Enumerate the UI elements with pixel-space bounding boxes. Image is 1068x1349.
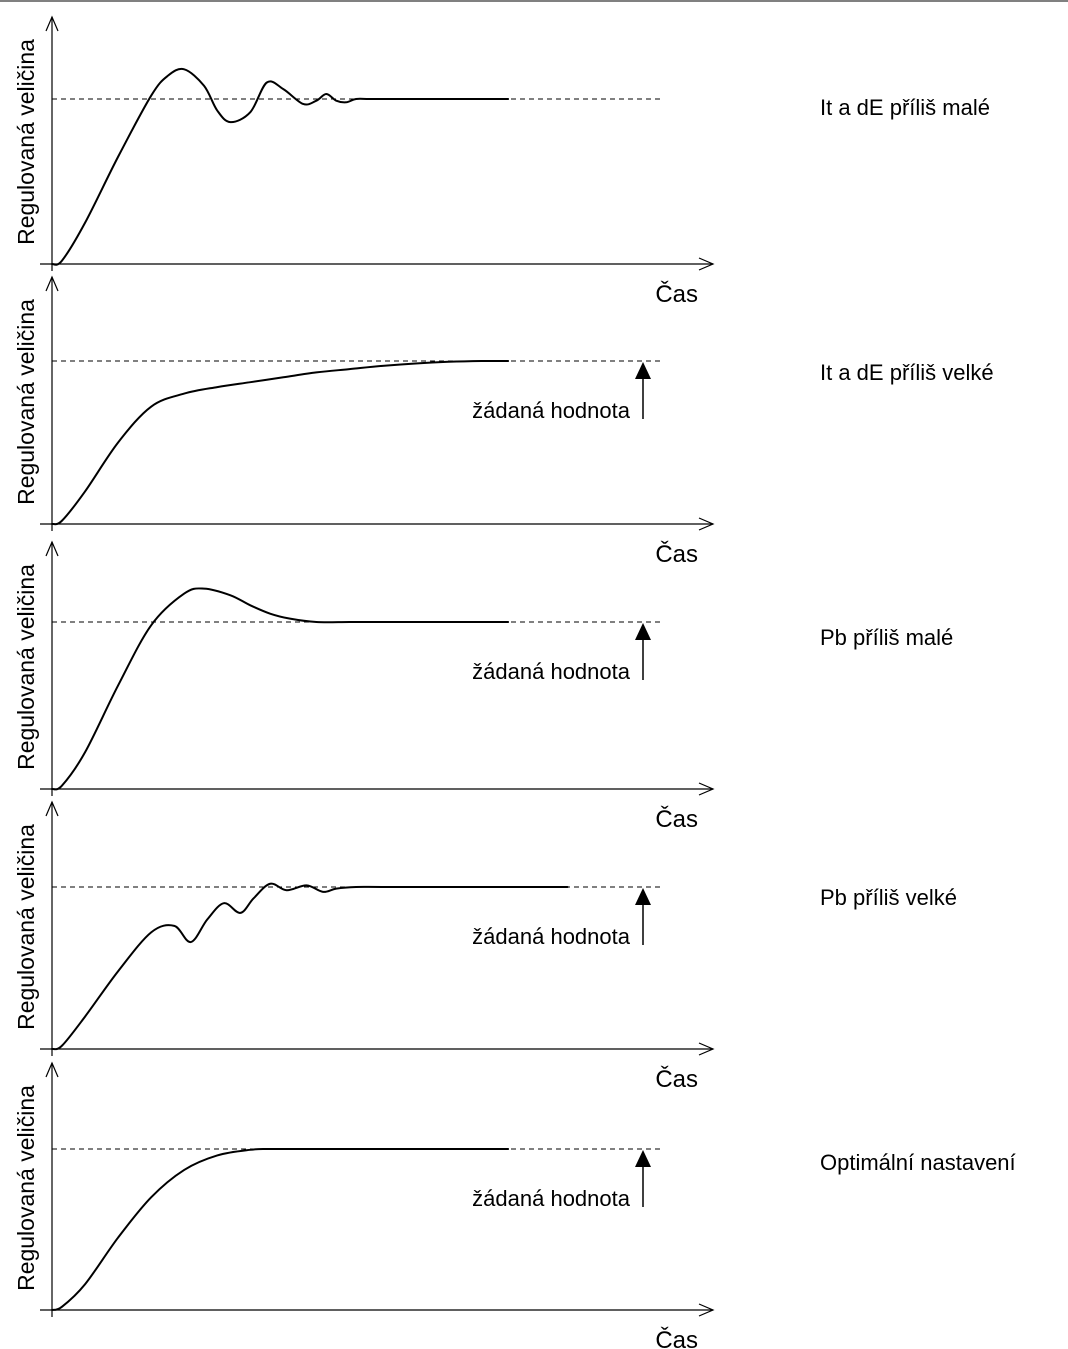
y-axis-arrowhead [45,15,59,32]
x-axis-label: Čas [655,805,698,833]
chart-panel-3: Čas Regulovaná veličina Pb příliš malé žáda… [13,540,953,833]
response-curve [51,67,510,266]
case-label: It a dE příliš velké [820,360,994,385]
chart-panel-4: Čas Regulovaná veličina Pb příliš velké žád… [13,800,957,1093]
response-curve [51,359,510,526]
x-axis-label: Čas [655,280,698,308]
setpoint-arrowhead [635,1150,651,1167]
y-axis-arrowhead [45,800,59,817]
case-label: Pb příliš velké [820,885,957,910]
y-axis-label: Regulovaná veličina [13,564,39,770]
case-label: Pb příliš malé [820,625,953,650]
setpoint-label: žádaná hodnota [472,398,631,423]
y-axis-arrowhead [45,275,59,292]
y-axis-label: Regulovaná veličina [13,1085,39,1291]
chart-panels: Čas Regulovaná veličina It a dE příliš mal… [13,15,1016,1349]
chart-panel-2: Čas Regulovaná veličina It a dE příliš vel… [13,275,994,568]
case-label: It a dE příliš malé [820,95,990,120]
y-axis-label: Regulovaná veličina [13,299,39,505]
x-axis-arrowhead [698,1303,715,1317]
setpoint-arrowhead [635,888,651,905]
y-axis-label: Regulovaná veličina [13,39,39,245]
y-axis-arrowhead [45,1061,59,1078]
x-axis-arrowhead [698,517,715,531]
case-label: Optimální nastavení [820,1150,1016,1175]
y-axis-label: Regulovaná veličina [13,824,39,1030]
response-curve [51,1147,510,1311]
y-axis-arrowhead [45,540,59,557]
x-axis-label: Čas [655,1065,698,1093]
chart-panel-1: Čas Regulovaná veličina It a dE příliš mal… [13,15,990,308]
setpoint-label: žádaná hodnota [472,659,631,684]
x-axis-arrowhead [698,782,715,796]
chart-panel-5: Čas Regulovaná veličina Optimální nastaven… [13,1061,1016,1349]
setpoint-arrowhead [635,362,651,379]
x-axis-label: Čas [655,1326,698,1349]
x-axis-arrowhead [698,257,715,271]
setpoint-arrowhead [635,623,651,640]
x-axis-arrowhead [698,1042,715,1056]
x-axis-label: Čas [655,540,698,568]
response-curve [51,587,510,791]
setpoint-label: žádaná hodnota [472,1186,631,1211]
response-curve [51,882,569,1051]
setpoint-label: žádaná hodnota [472,924,631,949]
